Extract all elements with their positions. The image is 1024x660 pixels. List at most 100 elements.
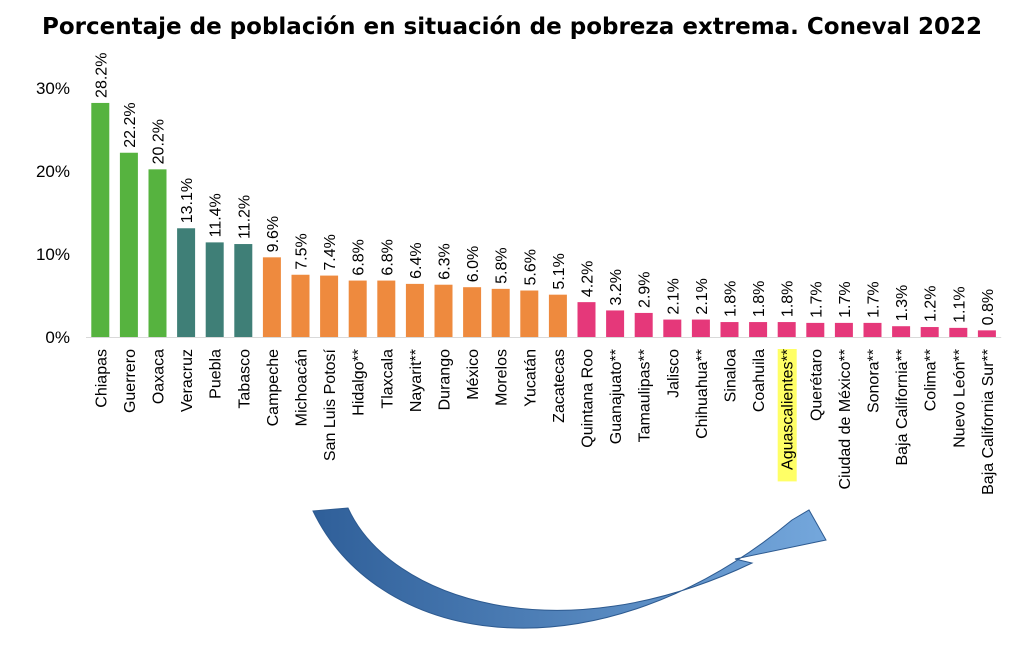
category-label: Yucatán — [522, 349, 539, 407]
curved-arrow-annotation — [312, 507, 827, 629]
category-highlight — [777, 349, 797, 482]
bar — [949, 327, 968, 337]
category-label: Tlaxcala — [379, 349, 396, 409]
category-label: Quintana Roo — [580, 349, 597, 448]
bar — [262, 257, 281, 337]
category-label: Guerrero — [122, 349, 139, 413]
y-tick-label: 10% — [36, 245, 70, 264]
bar — [834, 322, 853, 337]
bar — [291, 274, 310, 337]
value-label: 5.8% — [494, 247, 511, 283]
y-tick-label: 30% — [36, 79, 70, 98]
bar — [177, 228, 196, 337]
category-label: Aguascalientes** — [780, 349, 797, 470]
value-label: 22.2% — [122, 102, 139, 147]
category-label: Nuevo León** — [951, 349, 968, 448]
bar — [348, 280, 367, 337]
bar — [234, 244, 253, 337]
value-label: 6.8% — [351, 239, 368, 275]
value-label: 1.8% — [780, 281, 797, 317]
category-label: Coahuila — [751, 349, 768, 412]
bar — [691, 319, 710, 337]
category-label: Morelos — [494, 349, 511, 406]
category-label: Hidalgo** — [351, 349, 368, 416]
bar — [463, 287, 482, 337]
y-axis: 0% 10% 20% 30% — [36, 79, 1002, 347]
category-label: Sonora** — [866, 349, 883, 413]
value-label: 11.4% — [208, 193, 225, 237]
category-label: Querétaro — [808, 349, 825, 421]
bar — [977, 330, 996, 337]
value-label: 4.2% — [580, 261, 597, 297]
category-label: Campeche — [265, 349, 282, 426]
bar — [491, 288, 510, 337]
value-label: 7.5% — [294, 233, 311, 269]
value-label: 6.8% — [379, 239, 396, 275]
category-label: Tabasco — [236, 349, 253, 409]
value-label: 1.1% — [951, 286, 968, 322]
bar — [405, 283, 424, 337]
bar — [320, 275, 339, 337]
value-label: 1.7% — [837, 281, 854, 317]
bar — [720, 322, 739, 337]
value-label: 6.4% — [408, 242, 425, 278]
value-label: 13.1% — [179, 178, 196, 223]
bar — [119, 152, 138, 337]
value-label: 2.1% — [665, 278, 682, 314]
value-label: 5.1% — [551, 253, 568, 289]
category-label: Ciudad de México** — [837, 349, 854, 490]
bar — [606, 310, 625, 337]
category-label: Baja California** — [894, 349, 911, 466]
value-label: 1.8% — [723, 281, 740, 317]
category-label: Michoacán — [294, 349, 311, 426]
category-label: Tamaulipas** — [637, 349, 654, 442]
category-label: México — [465, 349, 482, 400]
bar — [806, 322, 825, 337]
value-label: 3.2% — [608, 269, 625, 305]
bar — [548, 294, 567, 337]
category-label: Puebla — [208, 349, 225, 399]
value-label: 28.2% — [93, 53, 110, 98]
bar — [920, 327, 939, 337]
value-label: 1.2% — [923, 286, 940, 322]
category-label: Veracruz — [179, 349, 196, 412]
value-label: 2.9% — [637, 271, 654, 307]
category-label: Jalisco — [665, 349, 682, 398]
category-labels-group: Chiapas Guerrero Oaxaca Veracruz Puebla Tabas… — [93, 348, 997, 494]
category-label: Chiapas — [93, 349, 110, 408]
bar — [663, 319, 682, 337]
value-label: 2.1% — [694, 278, 711, 314]
category-label: Nayarit** — [408, 349, 425, 412]
category-label: San Luis Potosí — [322, 348, 339, 461]
y-tick-label: 0% — [45, 328, 70, 347]
bar — [749, 322, 768, 337]
value-label: 5.6% — [522, 249, 539, 285]
value-label: 1.3% — [894, 285, 911, 321]
bar — [148, 169, 167, 337]
value-label: 1.7% — [808, 281, 825, 317]
value-label: 11.2% — [236, 195, 253, 239]
value-labels-group: 28.2% 22.2% 20.2% 13.1% 11.4% 11.2% 9.6% 7.5% 7.… — [93, 53, 997, 326]
bar — [520, 290, 539, 337]
bar — [863, 322, 882, 337]
category-label: Oaxaca — [151, 349, 168, 404]
value-label: 6.3% — [437, 243, 454, 279]
category-label: Baja California Sur** — [980, 349, 997, 495]
bar — [434, 284, 453, 337]
category-label: Sinaloa — [723, 349, 740, 402]
bars-group — [91, 102, 996, 337]
bar — [892, 326, 911, 337]
bar — [777, 322, 796, 337]
value-label: 1.7% — [866, 281, 883, 317]
value-label: 7.4% — [322, 234, 339, 270]
category-label: Chihuahua** — [694, 349, 711, 439]
chart-title: Porcentaje de población en situación de … — [42, 14, 982, 40]
value-label: 6.0% — [465, 246, 482, 282]
category-label: Durango — [437, 349, 454, 410]
bar — [91, 102, 110, 337]
bar — [377, 280, 396, 337]
category-label: Guanajuato** — [608, 349, 625, 444]
value-label: 0.8% — [980, 289, 997, 325]
value-label: 1.8% — [751, 281, 768, 317]
